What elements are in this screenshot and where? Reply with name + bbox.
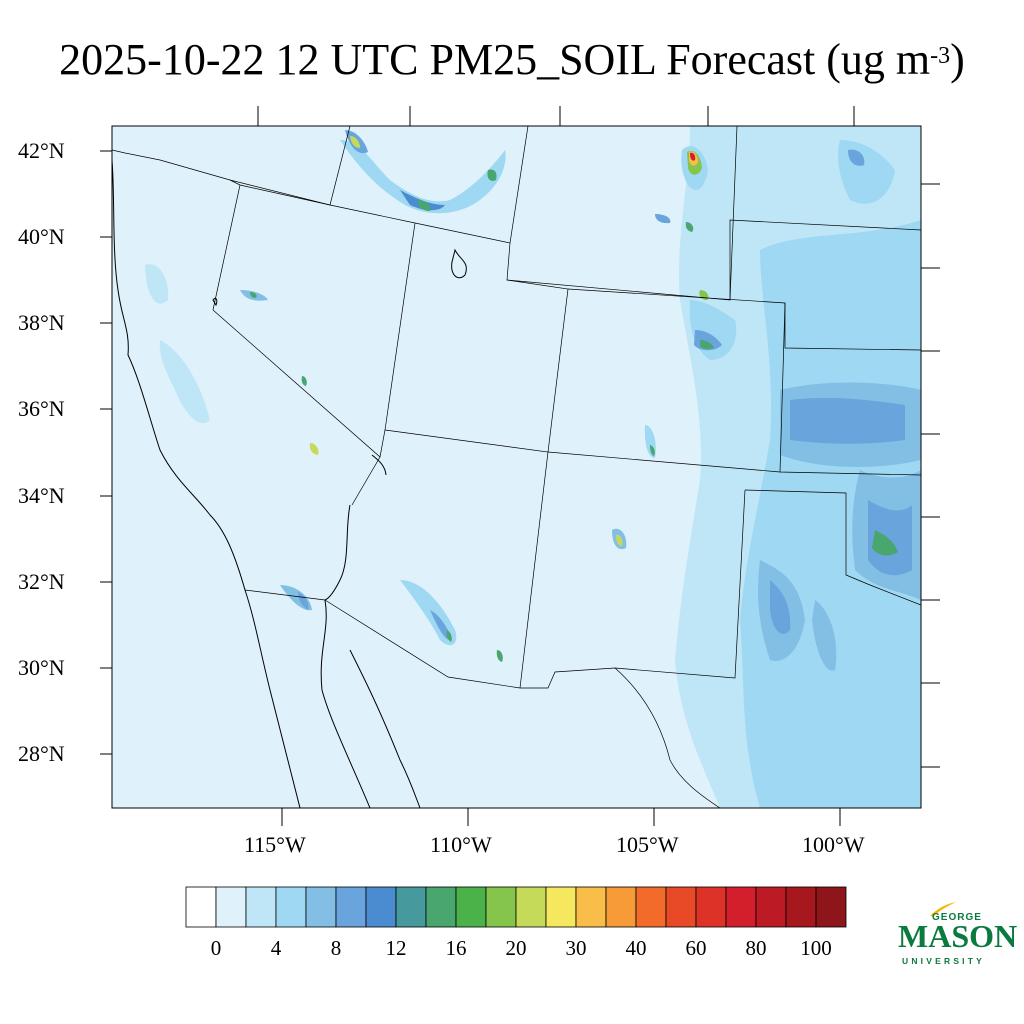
logo-line-mason: MASON xyxy=(898,918,1018,954)
map-frame xyxy=(111,125,922,809)
lon-label-115: 115°W xyxy=(244,832,306,857)
colorbar xyxy=(185,886,847,928)
lat-label-28: 28°N xyxy=(18,741,65,766)
map-title: 2025-10-22 12 UTC PM25_SOIL Forecast (ug… xyxy=(0,30,1024,90)
colorbar-swatch xyxy=(605,886,637,928)
lat-label-40: 40°N xyxy=(18,224,65,249)
political-boundaries xyxy=(112,126,921,808)
george-mason-logo: GEORGE MASON UNIVERSITY xyxy=(898,898,1017,968)
colorbar-tick-label: 20 xyxy=(505,936,527,960)
colorbar-swatch xyxy=(695,886,727,928)
colorbar-swatch xyxy=(185,886,217,928)
title-closing: ) xyxy=(950,35,965,84)
colorbar-tick-label: 0 xyxy=(210,936,222,960)
lat-label-32: 32°N xyxy=(18,569,65,594)
colorbar-swatch xyxy=(455,886,487,928)
lat-label-34: 34°N xyxy=(18,483,65,508)
colorbar-tick-label: 16 xyxy=(445,936,467,960)
lat-label-36: 36°N xyxy=(18,396,65,421)
logo-line-university: UNIVERSITY xyxy=(902,956,986,966)
title-text: 2025-10-22 12 UTC PM25_SOIL Forecast (ug… xyxy=(59,35,931,84)
colorbar-tick-label: 40 xyxy=(625,936,647,960)
logo-line-george: GEORGE xyxy=(932,912,982,923)
colorbar-tick-label: 60 xyxy=(685,936,707,960)
colorbar-swatch xyxy=(395,886,427,928)
colorbar-swatch xyxy=(245,886,277,928)
title-unit-exponent: -3 xyxy=(930,43,951,69)
colorbar-swatch xyxy=(335,886,367,928)
colorbar-swatch xyxy=(425,886,457,928)
colorbar-swatch xyxy=(485,886,517,928)
axis-ticks xyxy=(100,106,940,826)
colorbar-swatch xyxy=(305,886,337,928)
colorbar-swatch xyxy=(275,886,307,928)
lat-label-30: 30°N xyxy=(18,655,65,680)
colorbar-swatch xyxy=(725,886,757,928)
colorbar-swatch xyxy=(215,886,247,928)
colorbar-tick-label: 30 xyxy=(565,936,587,960)
colorbar-swatch xyxy=(785,886,817,928)
concentration-field xyxy=(145,126,921,808)
colorbar-swatch xyxy=(665,886,697,928)
colorbar-swatch xyxy=(755,886,787,928)
coastline xyxy=(112,159,467,808)
colorbar-tick-label: 80 xyxy=(745,936,767,960)
colorbar-tick-label: 8 xyxy=(330,936,342,960)
colorbar-swatch xyxy=(635,886,667,928)
colorbar-tick-label: 4 xyxy=(270,936,282,960)
colorbar-swatch xyxy=(515,886,547,928)
colorbar-swatch xyxy=(815,886,847,928)
lon-label-105: 105°W xyxy=(616,832,679,857)
logo-swoosh-icon xyxy=(930,902,956,916)
lat-label-42: 42°N xyxy=(18,138,65,163)
colorbar-swatch xyxy=(545,886,577,928)
colorbar-tick-label: 12 xyxy=(385,936,407,960)
colorbar-swatch xyxy=(575,886,607,928)
lon-label-110: 110°W xyxy=(430,832,492,857)
colorbar-tick-label: 100 xyxy=(800,936,832,960)
lon-label-100: 100°W xyxy=(802,832,865,857)
lat-label-38: 38°N xyxy=(18,310,65,335)
colorbar-swatch xyxy=(365,886,397,928)
